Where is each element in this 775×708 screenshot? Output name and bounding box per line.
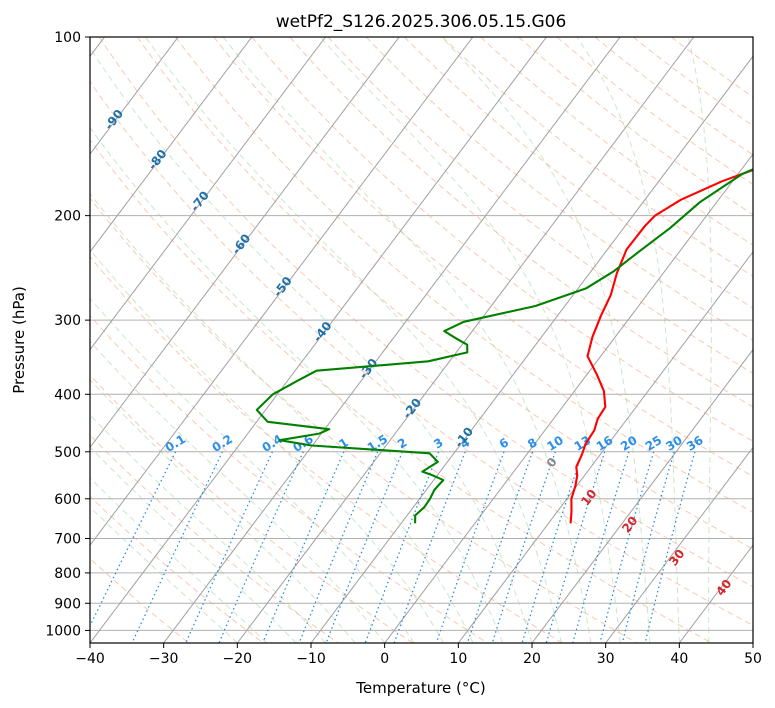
profile-series [255,168,753,524]
dry-adiabat [90,374,414,643]
mixing-ratio-line [521,451,584,643]
moist-adiabats [90,37,712,643]
pressure-gridlines [90,37,753,631]
skewed-isotherm [605,446,753,643]
y-tick-label: 700 [54,532,81,548]
dry-adiabats [90,37,753,643]
moist-adiabat [144,37,562,643]
moist-adiabat [687,37,712,643]
moist-adiabat [319,37,621,643]
dry-adiabat [327,37,753,374]
skewed-isotherms [90,37,753,643]
moist-adiabat [90,506,238,643]
skewed-isotherm [531,348,753,643]
dewpoint-profile-line [255,168,753,524]
dry-adiabat [90,197,638,643]
temperature-profile-line [569,168,753,524]
mixing-ratio-line [621,451,675,643]
skewed-isotherm [457,251,753,643]
dry-adiabat [365,37,753,342]
skewed-isotherm [163,37,621,643]
moist-adiabat [90,379,356,643]
mixing-ratio-line [644,451,696,643]
chart-title: wetPf2_S126.2025.306.05.15.G06 [276,12,567,32]
mixing-ratio-line [298,451,379,643]
skewed-isotherm [236,37,695,643]
moist-adiabat [441,37,651,643]
y-tick-label: 100 [54,30,81,46]
axes-frame [89,36,754,644]
dry-adiabat [90,80,753,626]
dry-adiabat [518,37,753,216]
moist-adiabat [90,414,327,643]
moist-adiabat [90,126,503,643]
x-tick-label: 40 [670,651,688,667]
y-tick-label: 200 [54,209,81,225]
moist-adiabat [576,37,680,643]
dry-adiabat [289,37,753,408]
dry-adiabat [90,139,712,643]
x-axis-ticks: −40 −30 −20 −10 0 10 20 30 40 50 [75,643,762,667]
skewed-isotherm [90,37,326,351]
moist-adiabat [90,340,386,643]
mixing-ratio-lines [90,451,696,643]
dry-adiabat [90,256,563,643]
x-axis-label: Temperature (°C) [355,679,485,697]
dry-adiabat [442,37,753,277]
x-tick-label: 30 [597,651,615,667]
plot-area: 0.10.20.40.611.52346810131620253036-100-… [90,37,753,643]
y-tick-label: 900 [54,596,81,612]
y-axis-ticks: 100 200 300 400 500 600 700 800 900 1000 [45,30,90,639]
y-tick-label: 300 [54,313,81,329]
x-tick-label: 0 [380,651,389,667]
x-tick-label: −10 [296,651,326,667]
x-tick-label: 10 [449,651,467,667]
skewed-isotherm [90,37,400,449]
dry-adiabat [90,434,339,643]
x-tick-label: −20 [223,651,253,667]
mixing-ratio-line [131,451,223,643]
x-tick-label: 20 [523,651,541,667]
x-tick-label: 50 [744,651,762,667]
y-tick-label: 1000 [45,623,81,639]
dry-adiabat [175,37,753,513]
skewed-isotherm [310,55,753,643]
mixing-ratio-line [545,451,606,643]
y-tick-label: 400 [54,387,81,403]
skewed-isotherm [90,37,474,547]
y-tick-label: 600 [54,492,81,508]
mixing-ratio-line [218,451,304,643]
moist-adiabat [90,47,533,643]
skewed-isotherm [90,37,253,253]
dry-adiabat [90,314,488,643]
dry-adiabat [556,37,753,186]
mixing-ratio-line [325,451,403,643]
skewed-isotherm [90,37,547,643]
x-tick-label: −30 [149,651,179,667]
skewed-isotherm [90,37,179,155]
mixing-ratio-line [572,451,630,643]
skewed-isotherm [384,153,753,643]
y-axis-label: Pressure (hPa) [10,286,28,394]
y-tick-label: 500 [54,445,81,461]
moist-adiabat [90,477,268,643]
dry-adiabat [98,37,753,588]
y-tick-label: 800 [54,566,81,582]
mixing-ratio-line [599,451,655,643]
dry-adiabat [136,37,753,550]
moist-adiabat [222,37,592,643]
mixing-ratio-line [491,451,556,643]
moist-adiabat [90,297,415,643]
x-tick-label: −40 [75,651,105,667]
mixing-ratio-line [262,451,345,643]
moist-adiabat [90,446,297,643]
